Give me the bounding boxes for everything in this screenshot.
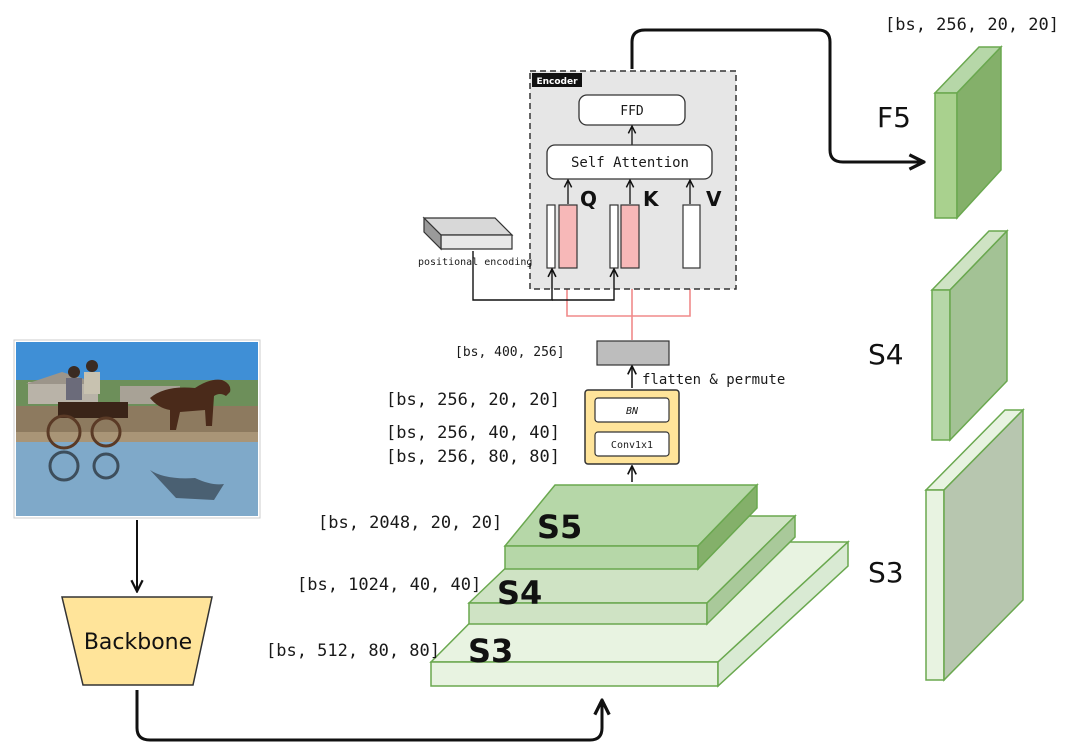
arrow-encoder-to-f5 [630, 28, 922, 162]
positional-encoding-connectors [472, 251, 614, 301]
encoder-title: Encoder [536, 77, 578, 87]
self-attention-label: Self Attention [571, 155, 689, 171]
k-pos-bar [609, 204, 619, 269]
arrow-backbone-to-pyramid [135, 690, 602, 742]
q-bar [558, 204, 578, 269]
ffd-box [578, 94, 686, 126]
flatten-label: flatten & permute [642, 372, 785, 388]
pyramid-s5 [503, 483, 759, 571]
pyramid-s4-label: S4 [497, 574, 542, 612]
conv-label: Conv1x1 [611, 440, 653, 451]
pyramid-s3-shape: [bs, 512, 80, 80] [266, 641, 440, 661]
ffd-label: FFD [620, 104, 644, 119]
v-bar [682, 204, 701, 269]
q-label: Q [580, 187, 597, 211]
output-s3-label: S3 [868, 556, 904, 589]
pyramid-s5-label: S5 [537, 508, 582, 546]
output-f5-map [933, 45, 1003, 220]
bn-box [594, 397, 670, 423]
backbone-block: Backbone [61, 596, 213, 686]
k-label: K [643, 187, 660, 211]
positional-encoding-block [422, 216, 514, 251]
pyramid-s3-label: S3 [468, 632, 513, 670]
self-attention-box [546, 144, 713, 180]
proj-shape-3: [bs, 256, 80, 80] [386, 447, 560, 467]
output-f5-shape: [bs, 256, 20, 20] [885, 15, 1059, 35]
flatten-token-block [596, 340, 670, 366]
output-s4-label: S4 [868, 338, 904, 371]
pyramid-s5-shape: [bs, 2048, 20, 20] [318, 513, 502, 533]
backbone-label: Backbone [84, 630, 192, 655]
q-pos-bar [546, 204, 556, 269]
proj-shape-1: [bs, 256, 20, 20] [386, 390, 560, 410]
v-label: V [706, 187, 722, 211]
output-s4-map [930, 229, 1009, 442]
projection-block: BN Conv1x1 [584, 389, 680, 465]
output-s3-map [924, 408, 1025, 682]
bn-label: BN [626, 406, 639, 417]
k-bar [620, 204, 640, 269]
proj-shape-2: [bs, 256, 40, 40] [386, 423, 560, 443]
flatten-shape: [bs, 400, 256] [455, 345, 565, 360]
encoder-block: Encoder FFD Self Attention Q K V [529, 70, 737, 290]
positional-encoding-label: positional encoding [418, 257, 532, 268]
input-image [13, 339, 261, 519]
output-f5-label: F5 [877, 101, 911, 134]
pyramid-s4-shape: [bs, 1024, 40, 40] [297, 575, 481, 595]
conv-box [594, 431, 670, 457]
